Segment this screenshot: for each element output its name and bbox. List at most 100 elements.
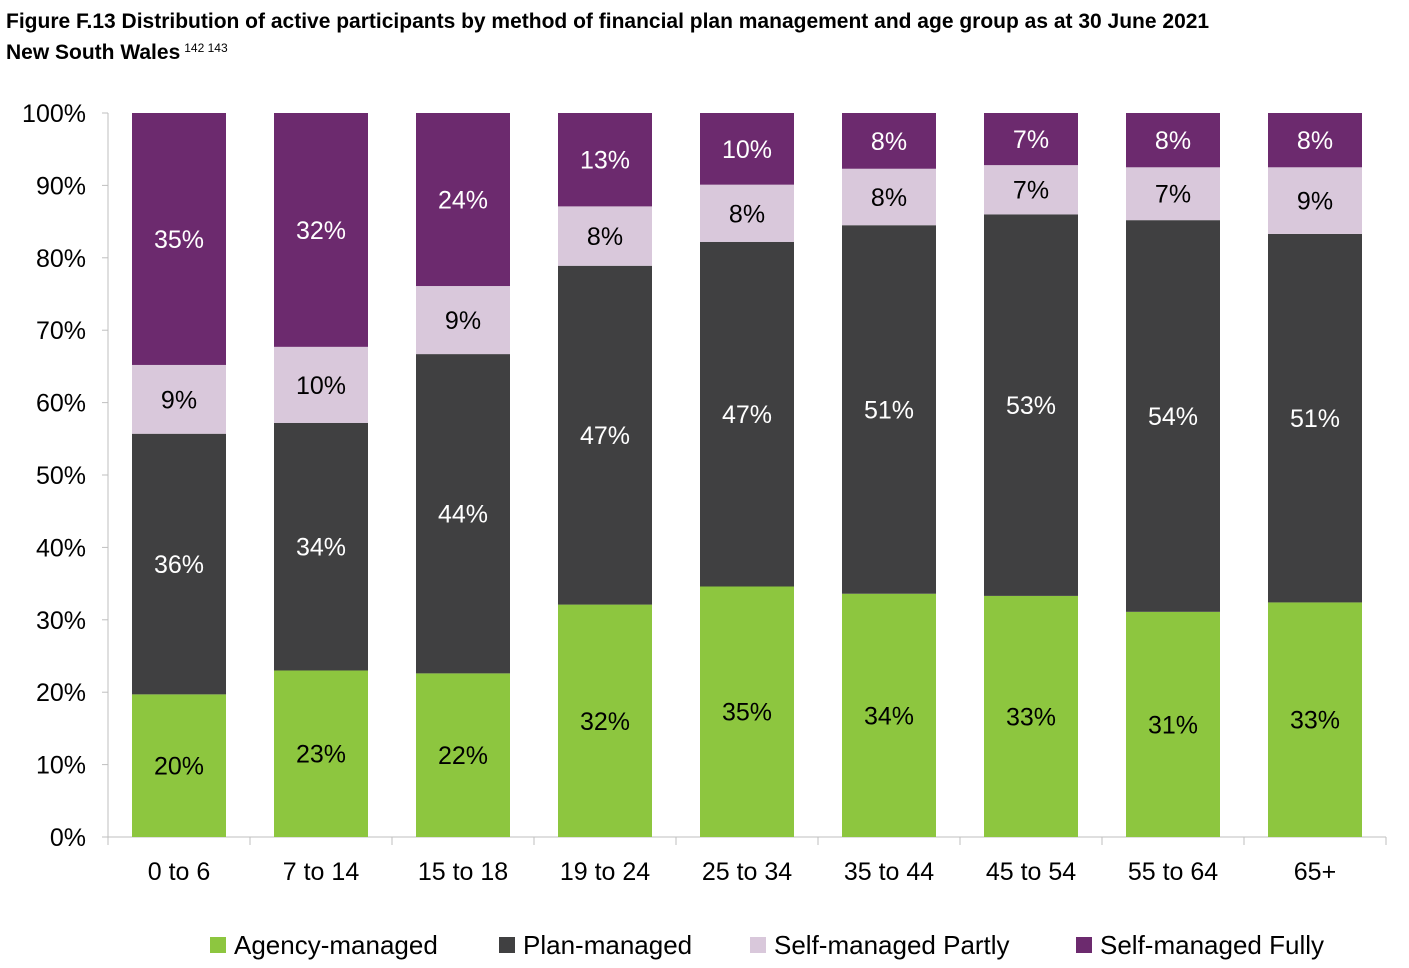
data-label: 47% bbox=[580, 422, 630, 450]
bar-segment-self-managed-fully bbox=[416, 113, 510, 287]
bar-segment-plan-managed bbox=[132, 433, 226, 695]
data-label: 24% bbox=[438, 187, 488, 215]
bar-segment-self-managed-fully bbox=[558, 113, 652, 207]
x-tick-label: 15 to 18 bbox=[418, 858, 508, 886]
data-label: 44% bbox=[438, 501, 488, 529]
bar-segment-plan-managed bbox=[1126, 220, 1220, 612]
data-label: 23% bbox=[296, 741, 346, 769]
bar-segment-agency-managed bbox=[984, 595, 1078, 837]
data-label: 32% bbox=[296, 217, 346, 245]
bar-segment-agency-managed bbox=[700, 586, 794, 837]
data-label: 32% bbox=[580, 708, 630, 736]
data-label: 9% bbox=[1297, 188, 1333, 216]
y-tick-label: 100% bbox=[22, 100, 86, 128]
data-label: 33% bbox=[1290, 707, 1340, 735]
chart-subtitle: New South Wales bbox=[6, 41, 181, 64]
data-label: 9% bbox=[161, 386, 197, 414]
bar-segment-agency-managed bbox=[842, 593, 936, 837]
title-footnotes: 142 143 bbox=[184, 41, 228, 55]
legend-item: Self-managed Partly bbox=[750, 925, 1010, 965]
data-label: 51% bbox=[864, 396, 914, 424]
bar-segment-self-managed-partly bbox=[1126, 167, 1220, 221]
data-label: 7% bbox=[1013, 177, 1049, 205]
data-label: 9% bbox=[445, 307, 481, 335]
legend-swatch bbox=[750, 937, 766, 953]
bar-segment-self-managed-partly bbox=[842, 168, 936, 226]
data-label: 47% bbox=[722, 401, 772, 429]
bar-segment-self-managed-partly bbox=[1268, 167, 1362, 234]
bar-segment-plan-managed bbox=[700, 241, 794, 587]
x-axis: 0 to 6 7 to 14 15 to 18 19 to 24 25 to 34 35 … bbox=[107, 836, 1387, 886]
bar-segment-plan-managed bbox=[416, 354, 510, 674]
y-tick-label: 90% bbox=[36, 172, 86, 200]
data-label: 13% bbox=[580, 147, 630, 175]
legend-item: Agency-managed bbox=[210, 925, 438, 965]
data-label: 51% bbox=[1290, 405, 1340, 433]
data-label: 7% bbox=[1155, 181, 1191, 209]
legend-swatch bbox=[1076, 937, 1092, 953]
y-tick-label: 70% bbox=[36, 317, 86, 345]
chart-title-line2: New South Wales 142 143 bbox=[6, 37, 1406, 68]
data-label: 35% bbox=[722, 699, 772, 727]
y-tick-label: 60% bbox=[36, 390, 86, 418]
y-tick-label: 40% bbox=[36, 534, 86, 562]
data-label: 8% bbox=[871, 128, 907, 156]
data-label: 8% bbox=[1155, 127, 1191, 155]
bar-segment-agency-managed bbox=[1268, 602, 1362, 837]
x-tick-label: 55 to 64 bbox=[1128, 858, 1218, 886]
y-tick-label: 20% bbox=[36, 679, 86, 707]
x-tick-label: 35 to 44 bbox=[844, 858, 934, 886]
data-label: 8% bbox=[729, 200, 765, 228]
bar-segment-plan-managed bbox=[274, 422, 368, 671]
bar-segment-self-managed-partly bbox=[274, 346, 368, 423]
stacked-bar-chart: 0% 10% 20% 30% 40% 50% 60% 70% 80% 90% 100% 0 to 6… bbox=[22, 100, 1387, 886]
data-label: 53% bbox=[1006, 392, 1056, 420]
x-tick-label: 65+ bbox=[1294, 858, 1336, 886]
x-tick-label: 25 to 34 bbox=[702, 858, 792, 886]
legend-label: Agency-managed bbox=[234, 929, 438, 960]
data-label: 34% bbox=[864, 702, 914, 730]
y-tick-label: 80% bbox=[36, 245, 86, 273]
data-label: 7% bbox=[1013, 126, 1049, 154]
bar-segment-agency-managed bbox=[1126, 611, 1220, 837]
data-label: 54% bbox=[1148, 403, 1198, 431]
x-tick-label: 0 to 6 bbox=[148, 858, 211, 886]
bar-segment-plan-managed bbox=[842, 225, 936, 594]
data-label: 10% bbox=[296, 372, 346, 400]
bar-segment-agency-managed bbox=[274, 670, 368, 837]
data-label: 20% bbox=[154, 753, 204, 781]
x-tick-label: 7 to 14 bbox=[283, 858, 360, 886]
y-tick-label: 50% bbox=[36, 462, 86, 490]
bar-segment-agency-managed bbox=[558, 604, 652, 837]
legend-label: Self-managed Fully bbox=[1100, 929, 1324, 960]
y-tick-label: 30% bbox=[36, 607, 86, 635]
bar-segment-self-managed-partly bbox=[416, 286, 510, 355]
bar-segment-self-managed-fully bbox=[700, 113, 794, 185]
data-label: 8% bbox=[587, 223, 623, 251]
bar-segment-self-managed-partly bbox=[558, 206, 652, 266]
bar-segment-agency-managed bbox=[416, 673, 510, 837]
chart-title: Figure F.13 Distribution of active parti… bbox=[6, 6, 1406, 68]
data-label: 8% bbox=[1297, 127, 1333, 155]
y-tick-label: 0% bbox=[50, 824, 86, 852]
legend: Agency-managed Plan-managed Self-managed P… bbox=[0, 925, 1409, 965]
bar-segment-plan-managed bbox=[984, 214, 1078, 596]
legend-label: Plan-managed bbox=[523, 929, 693, 960]
bar-segment-self-managed-fully bbox=[132, 113, 226, 365]
bar-segment-plan-managed bbox=[1268, 233, 1362, 603]
legend-swatch bbox=[210, 937, 226, 953]
bar-segment-self-managed-fully bbox=[1126, 113, 1220, 168]
x-tick-label: 45 to 54 bbox=[986, 858, 1076, 886]
bar-segment-self-managed-partly bbox=[700, 184, 794, 242]
legend-item: Self-managed Fully bbox=[1076, 925, 1324, 965]
bars: 20% 36% 9% 35% 23% 34% 10% 32% 22% 44% 9% 24% 32% 47%… bbox=[132, 113, 1362, 837]
legend-item: Plan-managed bbox=[499, 925, 692, 965]
data-label: 36% bbox=[154, 551, 204, 579]
bar-segment-self-managed-fully bbox=[984, 113, 1078, 166]
bar-segment-self-managed-fully bbox=[1268, 113, 1362, 168]
data-label: 35% bbox=[154, 226, 204, 254]
bar-segment-self-managed-fully bbox=[274, 113, 368, 347]
data-label: 22% bbox=[438, 742, 488, 770]
data-label: 10% bbox=[722, 136, 772, 164]
data-label: 34% bbox=[296, 534, 346, 562]
